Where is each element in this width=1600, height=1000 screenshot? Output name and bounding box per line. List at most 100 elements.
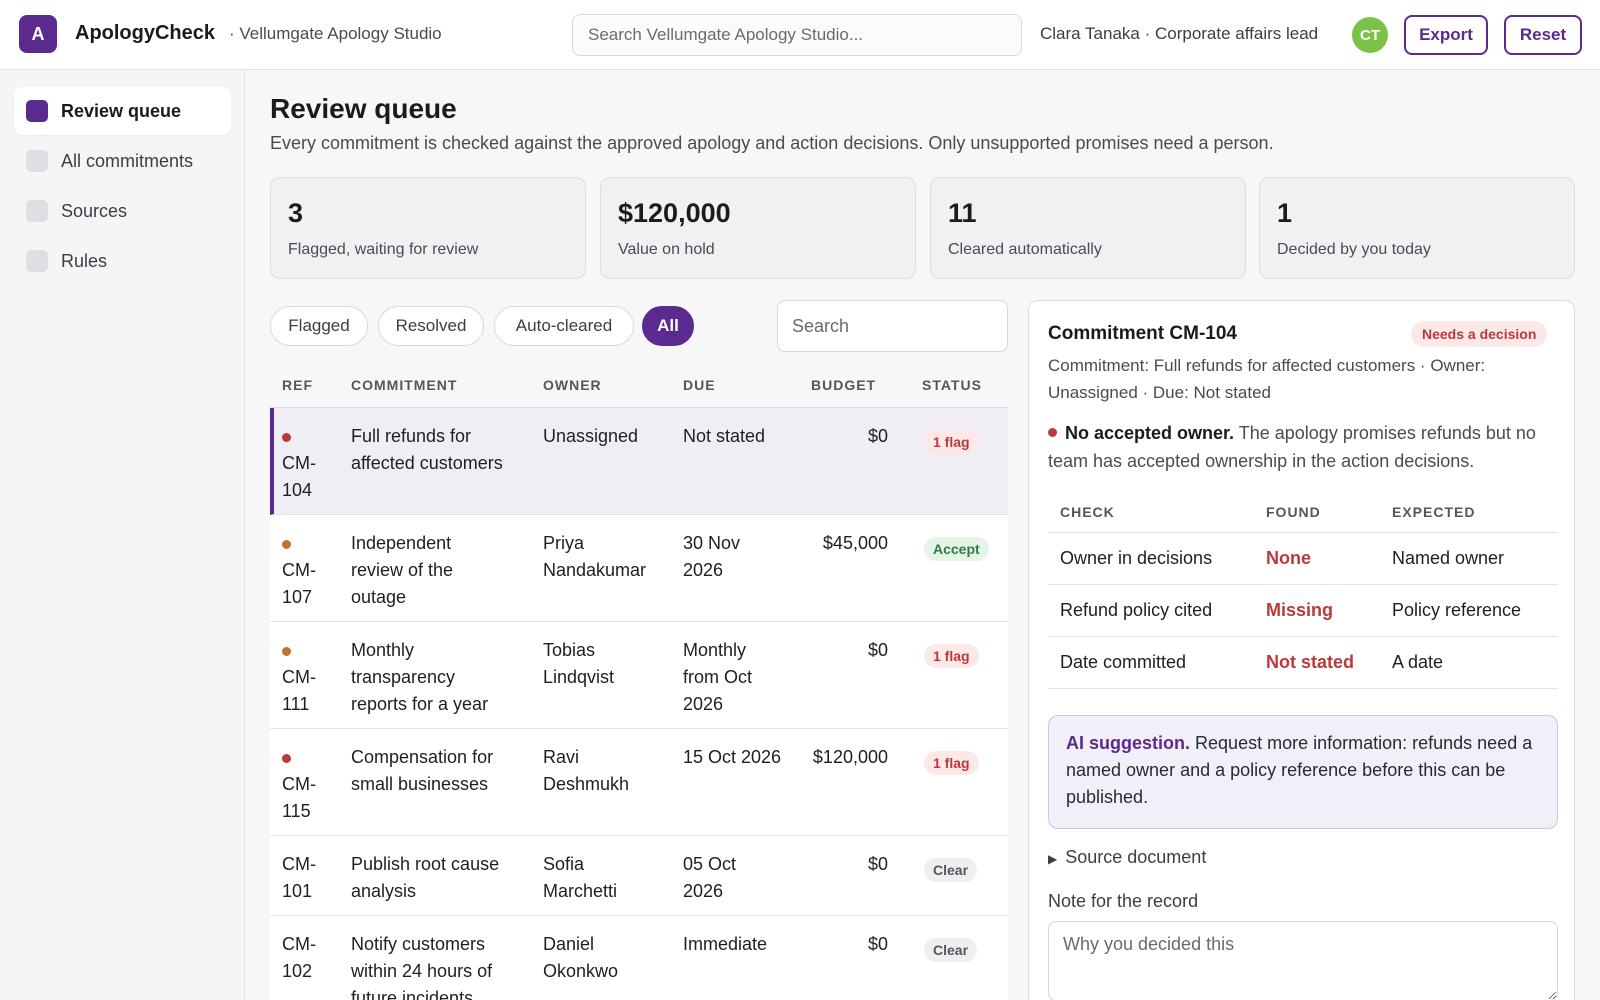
row-due: Monthly from Oct 2026	[683, 637, 798, 718]
sidebar-item-sources[interactable]: Sources	[14, 187, 231, 235]
column-header-ref[interactable]: REF	[282, 377, 313, 393]
check-expected: Policy reference	[1392, 600, 1522, 620]
sidebar-item-rules[interactable]: Rules	[14, 237, 231, 285]
row-owner-line: Sofia	[543, 854, 585, 874]
row-owner-line: Ravi	[543, 747, 580, 767]
stat-card-cleared: 11 Cleared automatically	[930, 177, 1246, 279]
filter-all[interactable]: All	[642, 306, 694, 346]
row-due-line: Monthly	[683, 640, 747, 660]
column-header-commitment[interactable]: COMMITMENT	[351, 377, 458, 393]
issue-text: The apology promises refunds but no team…	[1048, 423, 1536, 471]
check-found: Not stated	[1266, 652, 1355, 672]
column-header-due[interactable]: DUE	[683, 377, 716, 393]
filter-resolved[interactable]: Resolved	[378, 306, 484, 346]
row-ref-line: CM-	[282, 453, 316, 473]
row-owner-line: Lindqvist	[543, 667, 615, 687]
column-header-status[interactable]: STATUS	[922, 377, 982, 393]
top-bar: A ApologyCheck · Vellumgate Apology Stud…	[0, 0, 1600, 70]
column-header-expected: EXPECTED	[1392, 504, 1476, 520]
row-ref-line: CM-	[282, 560, 316, 580]
export-button[interactable]: Export	[1404, 15, 1488, 55]
source-document-toggle[interactable]: ▶ Source document	[1048, 847, 1206, 868]
status-badge: Clear	[924, 858, 978, 882]
row-owner: Ravi Deshmukh	[543, 744, 673, 798]
table-row[interactable]: CM- 111 Monthly transparency reports for a y…	[270, 622, 1008, 729]
review-queue-icon	[26, 100, 48, 122]
row-due: 05 Oct 2026	[683, 851, 798, 905]
column-header-budget[interactable]: BUDGET	[811, 377, 877, 393]
sidebar-item-review-queue[interactable]: Review queue	[14, 87, 231, 135]
row-owner-line: Okonkwo	[543, 961, 619, 981]
check-row: Date committed Not stated A date	[1048, 637, 1558, 689]
status-dot-icon	[282, 433, 291, 442]
note-textarea[interactable]	[1048, 921, 1558, 1000]
row-commitment-line: future incidents	[351, 988, 474, 1000]
row-commitment-line: Full refunds for	[351, 426, 472, 446]
caret-right-icon: ▶	[1048, 852, 1058, 866]
commitments-table: REF COMMITMENT OWNER DUE BUDGET STATUS C…	[270, 370, 1008, 1000]
row-ref-line: 115	[282, 801, 311, 821]
flag-dot-icon	[1048, 428, 1057, 437]
check-table: CHECK FOUND EXPECTED Owner in decisions …	[1048, 493, 1558, 689]
check-expected: Named owner	[1392, 548, 1505, 568]
row-due: Not stated	[683, 423, 798, 450]
sources-icon	[26, 200, 48, 222]
row-due-line: Immediate	[683, 934, 768, 954]
row-due: Immediate	[683, 931, 798, 958]
status-dot-icon	[282, 540, 291, 549]
row-commitment-line: reports for a year	[351, 694, 489, 714]
row-owner-line: Priya	[543, 533, 585, 553]
row-budget: $0	[867, 426, 888, 446]
check-table-header: CHECK FOUND EXPECTED	[1048, 493, 1558, 533]
row-owner-line: Marchetti	[543, 881, 618, 901]
check-found: Missing	[1266, 600, 1334, 620]
row-owner-line: Unassigned	[543, 426, 639, 446]
row-commitment-line: outage	[351, 587, 407, 607]
status-badge: Needs a decision	[1411, 321, 1548, 347]
row-ref: CM- 101	[282, 851, 338, 905]
avatar[interactable]: CT	[1352, 17, 1388, 53]
row-ref: CM- 107	[282, 557, 338, 611]
status-badge: 1 flag	[924, 751, 979, 775]
row-budget: $0	[867, 854, 888, 874]
sidebar-item-all-commitments[interactable]: All commitments	[14, 137, 231, 185]
commitment-detail-panel: Commitment CM-104 Needs a decision Commi…	[1028, 300, 1575, 1000]
row-commitment-line: transparency	[351, 667, 456, 687]
issue-title: No accepted owner.	[1065, 423, 1235, 443]
status-badge: Clear	[924, 938, 978, 962]
table-search-input[interactable]	[777, 300, 1008, 352]
row-due-line: from Oct	[683, 667, 753, 687]
sidebar-item-label: All commitments	[61, 150, 194, 171]
row-ref-line: CM-	[282, 667, 316, 687]
table-row[interactable]: CM- 107 Independent review of the outage Priy…	[270, 515, 1008, 622]
table-row[interactable]: CM- 115 Compensation for small businesses Ra…	[270, 729, 1008, 836]
check-name: Refund policy cited	[1060, 600, 1213, 620]
row-owner-line: Deshmukh	[543, 774, 630, 794]
table-row[interactable]: CM- 101 Publish root cause analysis Sofia Mar…	[270, 836, 1008, 916]
sidebar: Review queue All commitments Sources Rul…	[0, 70, 245, 1000]
column-header-owner[interactable]: OWNER	[543, 377, 602, 393]
row-owner: Tobias Lindqvist	[543, 637, 673, 691]
row-due-line: 15 Oct 2026	[683, 747, 782, 767]
table-row[interactable]: CM- 102 Notify customers within 24 hours of…	[270, 916, 1008, 1000]
row-ref: CM- 111	[282, 664, 338, 718]
stat-label: Flagged, waiting for review	[288, 241, 479, 258]
table-row[interactable]: CM- 104 Full refunds for affected customers…	[270, 408, 1008, 515]
check-row: Refund policy cited Missing Policy refer…	[1048, 585, 1558, 637]
global-search-input[interactable]	[572, 14, 1022, 56]
row-budget: $0	[867, 934, 888, 954]
page-title: Review queue	[270, 93, 457, 124]
row-ref-line: CM-	[282, 854, 316, 874]
filter-flagged[interactable]: Flagged	[270, 306, 368, 346]
reset-button[interactable]: Reset	[1504, 15, 1582, 55]
row-owner: Unassigned	[543, 423, 673, 450]
filter-auto-cleared[interactable]: Auto-cleared	[494, 306, 634, 346]
ai-suggestion-title: AI suggestion.	[1066, 733, 1191, 753]
row-commitment: Compensation for small businesses	[351, 744, 531, 798]
note-label: Note for the record	[1048, 891, 1199, 911]
sidebar-item-label: Review queue	[61, 100, 182, 121]
all-commitments-icon	[26, 150, 48, 172]
row-ref-line: 107	[282, 587, 313, 607]
row-ref-line: 104	[282, 480, 313, 500]
row-ref-line: CM-	[282, 774, 316, 794]
